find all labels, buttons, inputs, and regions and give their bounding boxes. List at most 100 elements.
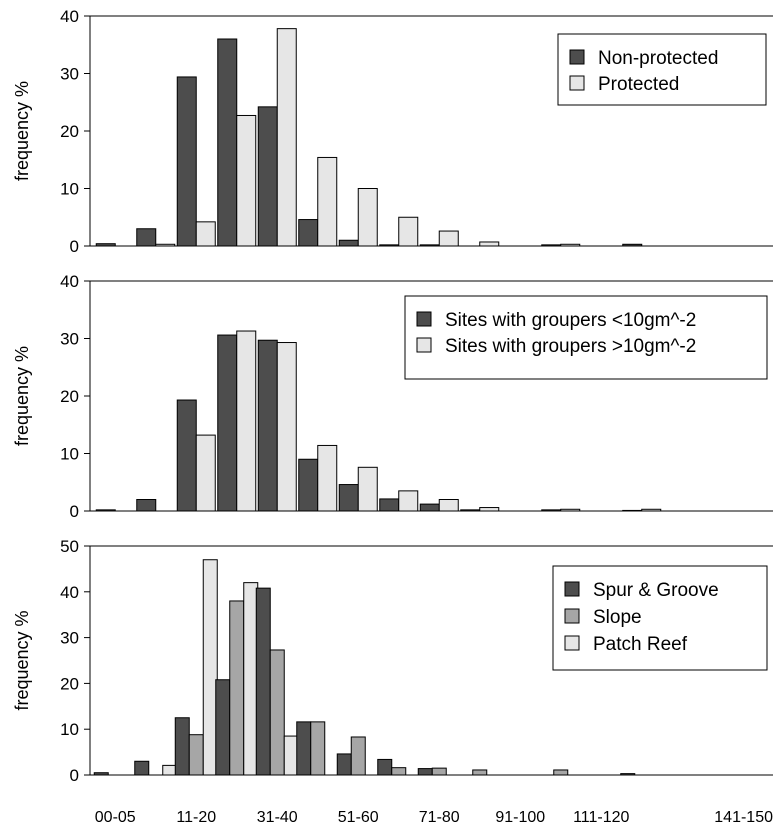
legend-swatch (569, 75, 585, 91)
y-tick-label: 20 (60, 387, 79, 406)
legend-label: Patch Reef (593, 634, 688, 655)
bar (134, 760, 150, 776)
bar (541, 244, 562, 247)
bar (641, 508, 662, 512)
bar (560, 243, 581, 247)
bar (338, 239, 359, 247)
bar (257, 106, 278, 247)
bar (460, 509, 481, 512)
legend-label: Sites with groupers <10gm^-2 (445, 310, 696, 331)
bar (622, 243, 643, 247)
legend-swatch (564, 608, 580, 624)
bar (136, 228, 157, 247)
y-tick-label: 20 (60, 122, 79, 141)
bar (217, 38, 238, 247)
y-tick-label: 20 (60, 674, 79, 693)
bar (553, 769, 569, 776)
bar (243, 582, 259, 776)
bar (188, 734, 204, 776)
bar (438, 230, 459, 247)
y-tick-label: 40 (60, 583, 79, 602)
y-tick-label: 0 (70, 502, 79, 521)
x-tick-label: 00-05 (95, 809, 136, 826)
bar (357, 188, 378, 247)
y-tick-label: 0 (70, 237, 79, 256)
y-tick-label: 10 (60, 180, 79, 199)
bar (431, 767, 447, 776)
bar (255, 587, 271, 776)
bar (379, 498, 400, 512)
legend-label: Spur & Groove (593, 580, 719, 601)
bar (336, 753, 352, 776)
legend-label: Sites with groupers >10gm^-2 (445, 336, 696, 357)
bar (136, 499, 157, 512)
legend-label: Non-protected (598, 48, 718, 69)
y-tick-label: 30 (60, 629, 79, 648)
x-tick-label: 51-60 (338, 809, 379, 826)
bar (560, 508, 581, 512)
bar (236, 330, 257, 512)
y-tick-label: 40 (60, 272, 79, 291)
bar (379, 244, 400, 247)
bar (202, 559, 218, 776)
bar (479, 241, 500, 247)
bar (229, 600, 245, 776)
bar (176, 399, 197, 512)
bar (377, 758, 393, 776)
bar (155, 243, 176, 247)
legend-box (552, 565, 768, 671)
bar (438, 499, 459, 512)
bar (276, 342, 297, 512)
legend-label: Protected (598, 74, 679, 95)
bar (419, 244, 440, 247)
bar (350, 736, 366, 776)
bar (472, 769, 488, 776)
bar (338, 484, 359, 512)
x-tick-label: 141-150 (714, 809, 773, 826)
y-tick-label: 40 (60, 7, 79, 26)
legend-box (404, 295, 768, 380)
y-tick-label: 0 (70, 766, 79, 785)
bar (391, 767, 407, 776)
legend-box (557, 33, 767, 106)
bar (215, 679, 231, 776)
legend-swatch (569, 49, 585, 65)
bar (257, 339, 278, 512)
y-axis-label: frequency % (12, 346, 32, 446)
bar (93, 772, 109, 776)
bar (541, 509, 562, 512)
y-tick-label: 50 (60, 537, 79, 556)
bar (174, 717, 190, 776)
bar (195, 434, 216, 512)
bar (398, 490, 419, 512)
y-tick-label: 30 (60, 65, 79, 84)
bar (195, 221, 216, 247)
x-tick-label: 91-100 (495, 809, 545, 826)
bar (296, 721, 312, 776)
legend-swatch (564, 635, 580, 651)
bar (217, 334, 238, 512)
bar (622, 509, 643, 512)
legend-swatch (416, 311, 432, 327)
bar (419, 503, 440, 512)
x-tick-label: 11-20 (176, 809, 216, 826)
legend-swatch (416, 337, 432, 353)
legend-swatch (564, 581, 580, 597)
bar (95, 509, 116, 512)
bar (417, 768, 433, 776)
bar (298, 458, 319, 512)
x-tick-label: 71-80 (419, 809, 460, 826)
bar (317, 156, 338, 247)
bar (298, 219, 319, 247)
bar (357, 466, 378, 512)
bar (317, 444, 338, 512)
bar (276, 28, 297, 247)
x-tick-label: 111-120 (573, 809, 629, 826)
bar (176, 76, 197, 247)
bar (95, 243, 116, 247)
bar (310, 721, 326, 776)
bar (162, 764, 178, 776)
y-axis-label: frequency % (12, 81, 32, 181)
y-tick-label: 30 (60, 330, 79, 349)
